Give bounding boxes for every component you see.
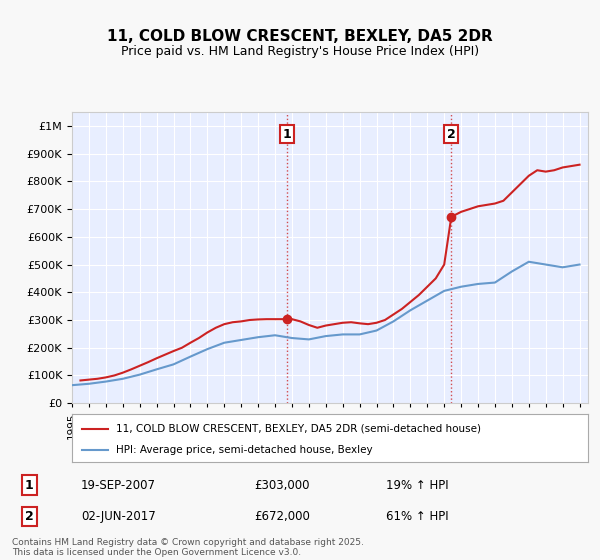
Text: 11, COLD BLOW CRESCENT, BEXLEY, DA5 2DR (semi-detached house): 11, COLD BLOW CRESCENT, BEXLEY, DA5 2DR …: [116, 424, 481, 433]
Text: 1: 1: [283, 128, 292, 141]
Text: £672,000: £672,000: [254, 510, 310, 523]
Text: Price paid vs. HM Land Registry's House Price Index (HPI): Price paid vs. HM Land Registry's House …: [121, 45, 479, 58]
Text: 19% ↑ HPI: 19% ↑ HPI: [386, 479, 449, 492]
Text: 61% ↑ HPI: 61% ↑ HPI: [386, 510, 449, 523]
Text: 2: 2: [25, 510, 34, 523]
Text: 19-SEP-2007: 19-SEP-2007: [81, 479, 156, 492]
Text: HPI: Average price, semi-detached house, Bexley: HPI: Average price, semi-detached house,…: [116, 445, 373, 455]
Text: £303,000: £303,000: [254, 479, 310, 492]
Text: 1: 1: [25, 479, 34, 492]
Text: Contains HM Land Registry data © Crown copyright and database right 2025.
This d: Contains HM Land Registry data © Crown c…: [12, 538, 364, 557]
Text: 2: 2: [447, 128, 455, 141]
Text: 02-JUN-2017: 02-JUN-2017: [81, 510, 156, 523]
Text: 11, COLD BLOW CRESCENT, BEXLEY, DA5 2DR: 11, COLD BLOW CRESCENT, BEXLEY, DA5 2DR: [107, 29, 493, 44]
